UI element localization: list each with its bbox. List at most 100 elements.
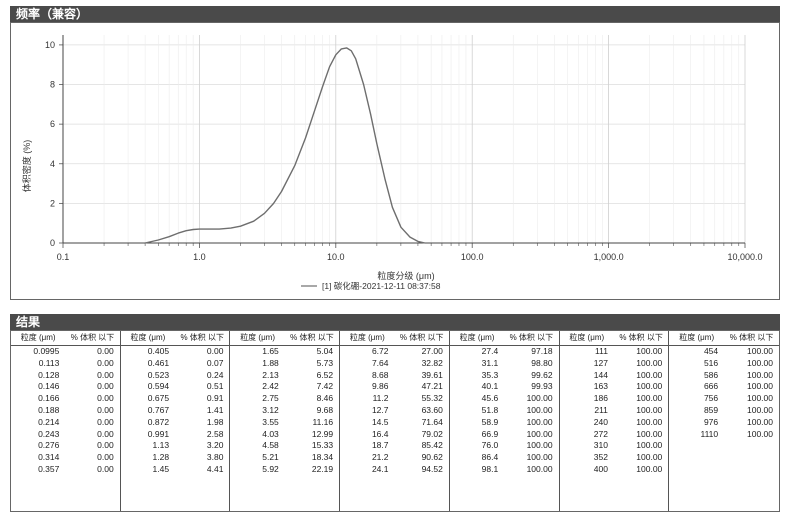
table-row: 240 100.00 [560, 417, 669, 429]
particle-size-cell: 4.58 [262, 440, 279, 451]
particle-size-cell: 163 [593, 381, 608, 392]
table-row: 58.9 100.00 [450, 417, 559, 429]
volume-below-cell: 0.00 [97, 346, 114, 356]
particle-size-cell: 0.113 [38, 357, 60, 368]
particle-size-cell: 0.128 [38, 369, 60, 380]
table-row: 8.68 39.61 [340, 370, 449, 382]
particle-size-cell: 0.314 [38, 452, 60, 463]
table-row: 0.0995 0.00 [11, 346, 120, 358]
table-row: 163 100.00 [560, 381, 669, 393]
particle-size-cell: 2.75 [262, 393, 279, 404]
volume-below-cell: 100.00 [636, 463, 663, 474]
volume-below-cell: 85.42 [421, 440, 443, 451]
particle-size-cell: 0.146 [38, 381, 60, 392]
table-row: 27.4 97.18 [450, 346, 559, 358]
particle-size-cell: 5.21 [262, 452, 279, 463]
particle-size-cell: 98.1 [481, 463, 499, 474]
results-table: 粒度 (μm)% 体积 以下 0.0995 0.00 0.113 0.00 0.128 0.… [10, 330, 780, 512]
y-tick-label: 2 [50, 198, 55, 208]
table-row: 516 100.00 [669, 358, 779, 370]
table-row: 666 100.00 [669, 381, 779, 393]
volume-below-cell: 32.82 [421, 357, 443, 368]
table-row: 2.13 6.52 [230, 370, 339, 382]
table-row: 40.1 99.93 [450, 381, 559, 393]
table-row: 24.1 94.52 [340, 464, 449, 476]
particle-size-cell: 35.3 [481, 369, 499, 380]
particle-size-cell: 0.166 [38, 393, 60, 404]
volume-below-cell: 100.00 [526, 416, 553, 427]
volume-below-cell: 0.00 [97, 452, 114, 463]
particle-size-cell: 76.0 [481, 440, 499, 451]
volume-below-cell: 100.00 [636, 404, 663, 415]
particle-size-cell: 0.461 [147, 357, 170, 368]
table-row: 0.276 0.00 [11, 440, 120, 452]
x-tick-label: 0.1 [57, 252, 70, 262]
table-row: 0.314 0.00 [11, 452, 120, 464]
volume-below-cell: 71.64 [421, 416, 443, 427]
table-row: 2.42 7.42 [230, 381, 339, 393]
size-column-header: 粒度 (μm) [349, 333, 385, 342]
table-row: 400 100.00 [560, 464, 669, 476]
particle-size-cell: 1.45 [152, 463, 170, 474]
x-tick-label: 10,000.0 [727, 252, 762, 262]
chart-legend: [1] 碳化硼-2021-12-11 08:37:58 [301, 281, 441, 291]
table-column-header: 粒度 (μm) % 体积 以下 [559, 331, 669, 346]
volume-below-cell: 100.00 [636, 381, 663, 392]
volume-below-cell: 5.04 [316, 346, 334, 356]
volume-below-cell: 0.00 [206, 346, 224, 356]
particle-size-cell: 3.12 [262, 404, 279, 415]
table-row: 66.9 100.00 [450, 429, 559, 441]
table-row: 86.4 100.00 [450, 452, 559, 464]
table-row: 0.872 1.98 [121, 417, 230, 429]
particle-size-cell: 144 [593, 369, 608, 380]
frequency-chart: 0 2 4 6 8 10 0.1 1.0 10.0 100.0 1,000.0 10,000.0 粒度… [21, 35, 763, 291]
particle-size-cell: 976 [703, 416, 719, 427]
particle-size-cell: 9.86 [371, 381, 389, 392]
volume-below-cell: 3.20 [206, 440, 224, 451]
particle-size-cell: 0.276 [38, 440, 60, 451]
chart-panel: 0 2 4 6 8 10 0.1 1.0 10.0 100.0 1,000.0 10,000.0 粒度… [10, 22, 780, 300]
table-row: 51.8 100.00 [450, 405, 559, 417]
table-row: 859 100.00 [669, 405, 779, 417]
table-column-header: 粒度 (μm) % 体积 以下 [230, 331, 340, 346]
table-row: 1.28 3.80 [121, 452, 230, 464]
volume-below-cell: 4.41 [206, 463, 224, 474]
particle-size-cell: 5.92 [262, 463, 279, 474]
volume-below-cell: 100.00 [636, 428, 663, 439]
volume-below-cell: 100.00 [747, 346, 773, 356]
volume-below-cell: 100.00 [636, 346, 663, 356]
volume-below-cell: 100.00 [747, 357, 773, 368]
table-column-header: 粒度 (μm) % 体积 以下 [340, 331, 449, 346]
y-tick-label: 0 [50, 238, 55, 248]
particle-size-cell: 310 [593, 440, 608, 451]
table-row: 21.2 90.62 [340, 452, 449, 464]
frequency-section-header: 频率（兼容） [10, 6, 780, 22]
particle-size-cell: 0.188 [38, 404, 60, 415]
particle-size-cell: 31.1 [481, 357, 499, 368]
particle-size-cell: 186 [593, 393, 608, 404]
table-row: 76.0 100.00 [450, 440, 559, 452]
x-tick-label: 1,000.0 [594, 252, 624, 262]
particle-size-cell: 8.68 [371, 369, 389, 380]
volume-below-cell: 100.00 [747, 381, 773, 392]
volume-below-cell: 15.33 [311, 440, 334, 451]
volume-below-cell: 0.00 [97, 369, 114, 380]
volume-below-column-header: % 体积 以下 [399, 333, 444, 342]
particle-size-cell: 14.5 [371, 416, 389, 427]
volume-below-cell: 100.00 [636, 452, 663, 463]
particle-size-cell: 111 [595, 346, 608, 356]
particle-size-cell: 86.4 [481, 452, 499, 463]
table-row: 586 100.00 [669, 370, 779, 382]
volume-below-cell: 1.98 [206, 416, 224, 427]
volume-below-cell: 0.00 [97, 357, 114, 368]
particle-size-cell: 7.64 [371, 357, 389, 368]
volume-below-cell: 100.00 [636, 416, 663, 427]
table-row: 211 100.00 [560, 405, 669, 417]
table-row: 0.767 1.41 [121, 405, 230, 417]
table-row: 352 100.00 [560, 452, 669, 464]
volume-below-cell: 3.80 [206, 452, 224, 463]
table-row: 7.64 32.82 [340, 358, 449, 370]
volume-below-column-header: % 体积 以下 [619, 333, 663, 342]
particle-size-cell: 0.594 [147, 381, 170, 392]
table-row: 111 100.00 [560, 346, 669, 358]
